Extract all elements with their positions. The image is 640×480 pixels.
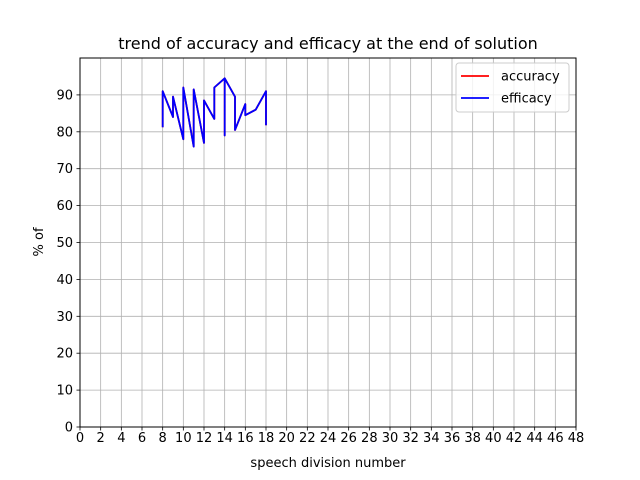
y-tick-label: 50 (56, 236, 73, 251)
x-tick-label: 20 (278, 431, 295, 446)
y-tick-label: 60 (56, 199, 73, 214)
x-tick-label: 40 (485, 431, 502, 446)
x-tick-label: 2 (97, 431, 105, 446)
x-tick-label: 14 (216, 431, 233, 446)
x-tick-label: 48 (568, 431, 585, 446)
legend-label-efficacy: efficacy (501, 92, 552, 107)
axis-ticks: 0 2 4 6 8 10 12 14 16 18 20 22 24 26 28 30 32 34 36 38 40 42 4… (56, 88, 584, 446)
x-tick-label: 22 (299, 431, 316, 446)
x-tick-label: 4 (117, 431, 125, 446)
y-tick-label: 80 (56, 125, 73, 140)
x-tick-label: 26 (340, 431, 357, 446)
y-tick-label: 0 (65, 421, 73, 436)
x-tick-label: 30 (382, 431, 399, 446)
y-tick-label: 70 (56, 162, 73, 177)
x-tick-label: 32 (402, 431, 419, 446)
x-tick-label: 38 (464, 431, 481, 446)
x-tick-label: 8 (159, 431, 167, 446)
series-lines (161, 77, 267, 148)
x-tick-label: 10 (175, 431, 192, 446)
y-axis-label: % of (32, 227, 47, 256)
y-tick-label: 90 (56, 88, 73, 103)
x-tick-label: 24 (320, 431, 337, 446)
legend-label-accuracy: accuracy (501, 70, 560, 85)
x-tick-label: 46 (547, 431, 564, 446)
x-tick-label: 42 (506, 431, 523, 446)
x-tick-label: 12 (196, 431, 213, 446)
series-line-efficacy (161, 77, 267, 148)
x-tick-label: 18 (258, 431, 275, 446)
chart-title: trend of accuracy and efficacy at the en… (118, 34, 538, 53)
x-tick-label: 34 (423, 431, 440, 446)
y-tick-label: 30 (56, 310, 73, 325)
x-tick-label: 0 (76, 431, 84, 446)
y-tick-label: 40 (56, 273, 73, 288)
x-tick-label: 6 (138, 431, 146, 446)
x-tick-label: 16 (237, 431, 254, 446)
x-axis-label: speech division number (250, 456, 406, 471)
x-tick-label: 28 (361, 431, 378, 446)
x-tick-label: 44 (526, 431, 543, 446)
legend: accuracy efficacy (455, 62, 570, 113)
x-tick-label: 36 (444, 431, 461, 446)
y-tick-label: 20 (56, 347, 73, 362)
y-tick-label: 10 (56, 384, 73, 399)
